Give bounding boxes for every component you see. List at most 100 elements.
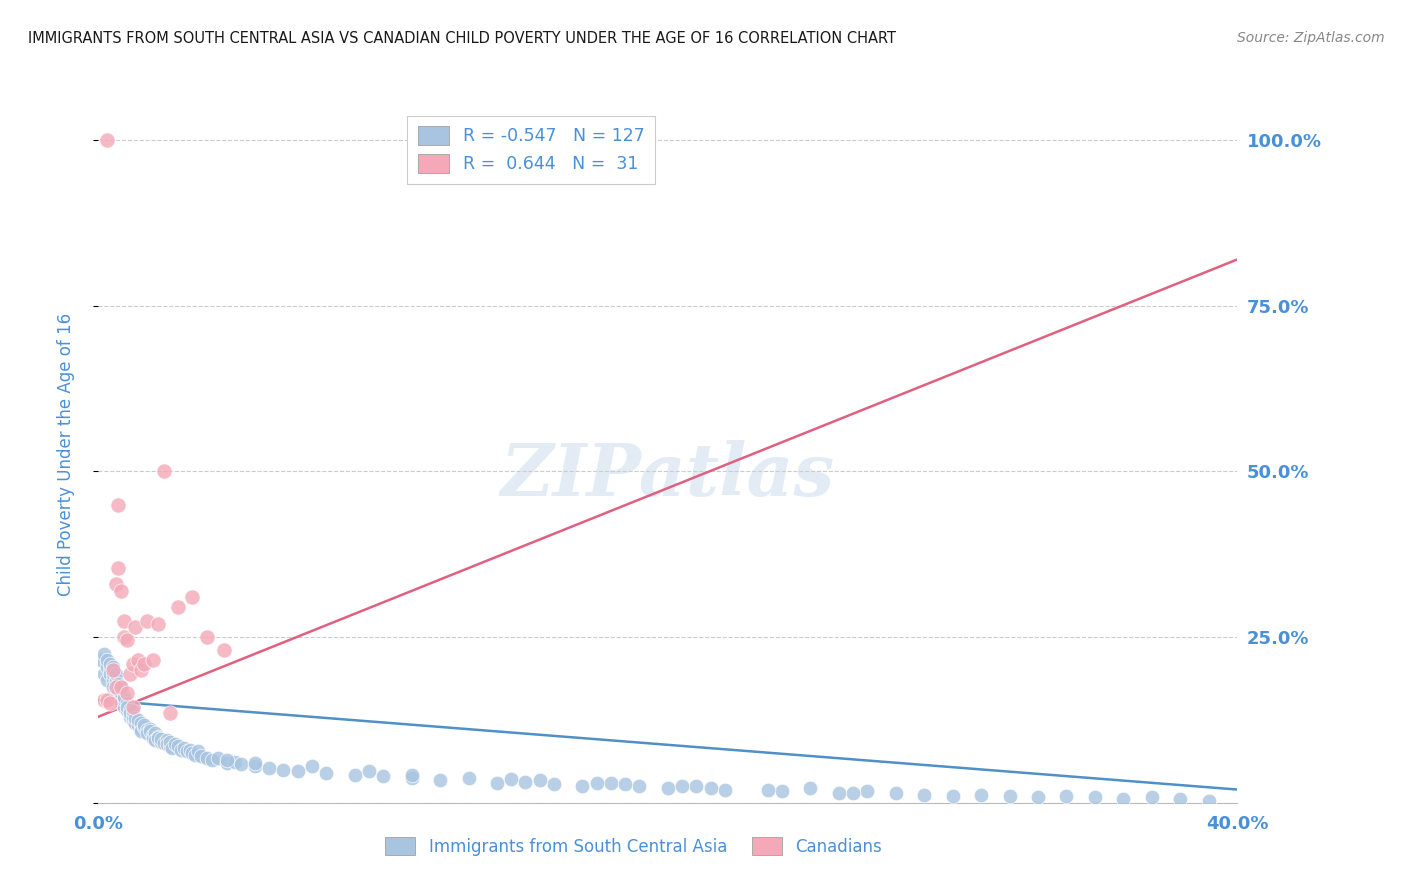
Point xyxy=(714,782,737,797)
Point xyxy=(401,768,423,782)
Point xyxy=(93,666,115,681)
Point xyxy=(273,763,295,777)
Point xyxy=(107,686,129,700)
Point xyxy=(195,750,218,764)
Point xyxy=(671,779,693,793)
Point xyxy=(112,630,135,644)
Point xyxy=(132,717,155,731)
Point xyxy=(184,748,207,763)
Point xyxy=(104,577,127,591)
Point xyxy=(287,764,309,778)
Point xyxy=(429,772,451,787)
Point xyxy=(90,653,112,667)
Point xyxy=(135,614,157,628)
Point xyxy=(101,680,124,694)
Point xyxy=(942,789,965,804)
Point xyxy=(159,739,181,754)
Point xyxy=(98,666,121,681)
Point xyxy=(107,676,129,690)
Point xyxy=(101,660,124,674)
Point xyxy=(215,756,238,770)
Point xyxy=(98,697,121,711)
Point xyxy=(141,653,163,667)
Point xyxy=(150,735,173,749)
Point xyxy=(167,600,190,615)
Point xyxy=(401,771,423,785)
Point xyxy=(1170,792,1192,806)
Point xyxy=(141,731,163,745)
Point xyxy=(167,739,190,754)
Text: IMMIGRANTS FROM SOUTH CENTRAL ASIA VS CANADIAN CHILD POVERTY UNDER THE AGE OF 16: IMMIGRANTS FROM SOUTH CENTRAL ASIA VS CA… xyxy=(28,31,896,46)
Point xyxy=(121,699,143,714)
Point xyxy=(357,764,380,778)
Point xyxy=(529,772,551,787)
Y-axis label: Child Poverty Under the Age of 16: Child Poverty Under the Age of 16 xyxy=(56,313,75,597)
Point xyxy=(93,693,115,707)
Point xyxy=(243,759,266,773)
Point xyxy=(212,643,235,657)
Point xyxy=(1084,790,1107,805)
Point xyxy=(110,680,132,694)
Point xyxy=(129,722,152,736)
Point xyxy=(107,560,129,574)
Point xyxy=(118,709,141,723)
Point xyxy=(129,663,152,677)
Legend: Immigrants from South Central Asia, Canadians: Immigrants from South Central Asia, Cana… xyxy=(377,829,890,864)
Point xyxy=(628,779,651,793)
Point xyxy=(856,784,879,798)
Point xyxy=(343,768,366,782)
Point xyxy=(243,756,266,770)
Point xyxy=(373,769,395,783)
Point xyxy=(107,683,129,698)
Point xyxy=(207,750,229,764)
Point xyxy=(96,673,118,688)
Point xyxy=(124,620,146,634)
Point xyxy=(104,666,127,681)
Point xyxy=(112,699,135,714)
Point xyxy=(121,704,143,718)
Point xyxy=(96,660,118,674)
Point xyxy=(96,693,118,707)
Point xyxy=(770,784,793,798)
Point xyxy=(101,663,124,677)
Point xyxy=(138,722,160,736)
Point xyxy=(124,716,146,731)
Point xyxy=(132,657,155,671)
Point xyxy=(571,779,593,793)
Point xyxy=(153,736,176,750)
Point xyxy=(1026,790,1049,805)
Point xyxy=(148,730,170,744)
Point xyxy=(107,690,129,704)
Point xyxy=(98,663,121,677)
Point xyxy=(195,630,218,644)
Point xyxy=(98,657,121,671)
Point xyxy=(110,697,132,711)
Point xyxy=(486,776,509,790)
Point xyxy=(1056,789,1078,804)
Point xyxy=(215,753,238,767)
Point xyxy=(93,647,115,661)
Point xyxy=(1112,792,1135,806)
Point xyxy=(543,777,565,791)
Point xyxy=(129,716,152,731)
Point xyxy=(970,788,993,802)
Point xyxy=(115,633,138,648)
Point xyxy=(1198,794,1220,808)
Point xyxy=(170,743,193,757)
Point xyxy=(110,686,132,700)
Point xyxy=(614,777,637,791)
Point xyxy=(110,693,132,707)
Point xyxy=(201,753,224,767)
Point xyxy=(187,744,209,758)
Point xyxy=(127,653,149,667)
Point xyxy=(118,706,141,721)
Point xyxy=(1140,790,1163,805)
Point xyxy=(585,776,607,790)
Point xyxy=(101,673,124,688)
Point xyxy=(259,761,281,775)
Point xyxy=(112,690,135,704)
Point xyxy=(135,726,157,740)
Point xyxy=(799,781,821,796)
Point xyxy=(657,781,679,796)
Point xyxy=(301,759,323,773)
